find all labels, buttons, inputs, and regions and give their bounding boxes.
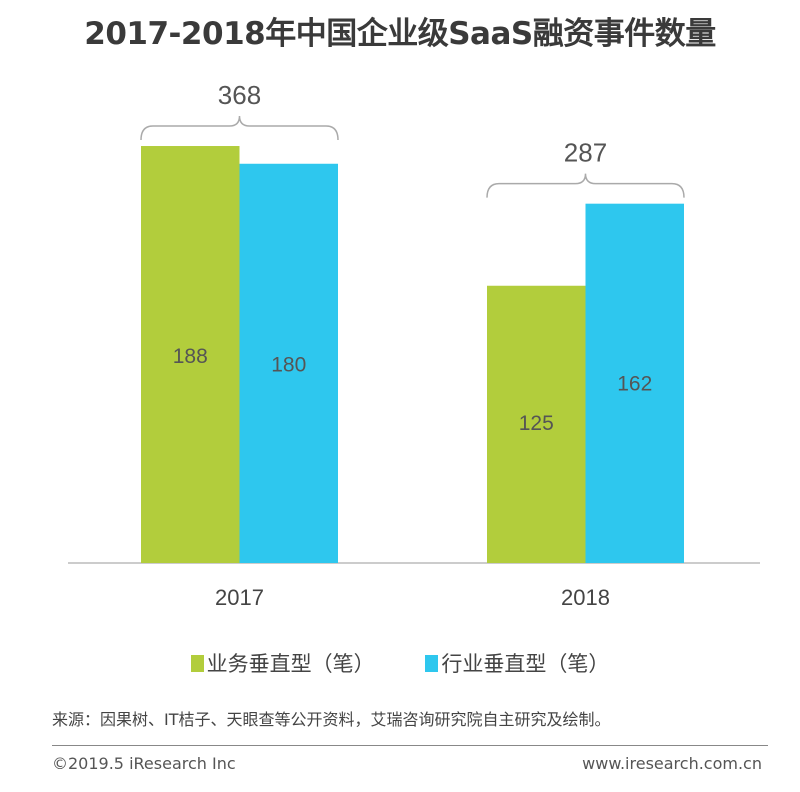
bar-2017-1 xyxy=(239,163,338,563)
x-tick-label-2018: 2018 xyxy=(561,585,610,610)
legend-item-business: 业务垂直型（笔） xyxy=(190,648,375,678)
data-label-2017-1: 180 xyxy=(271,353,306,376)
bar-2018-0 xyxy=(487,285,586,563)
total-label-2017: 368 xyxy=(218,80,261,110)
legend-item-industry: 行业垂直型（笔） xyxy=(425,648,609,678)
website: www.iresearch.com.cn xyxy=(582,754,762,773)
legend-swatch-business xyxy=(190,655,204,672)
x-tick-label-2017: 2017 xyxy=(215,585,264,610)
legend-swatch-industry xyxy=(425,655,439,672)
total-brace-2018 xyxy=(486,173,685,198)
bar-2018-1 xyxy=(585,203,684,563)
total-label-2018: 287 xyxy=(564,138,607,168)
source-note: 来源：因果树、IT桔子、天眼查等公开资料，艾瑞咨询研究院自主研究及绘制。 xyxy=(52,710,611,729)
plot-area: 188 180 368 2017 125 162 287 2018 xyxy=(68,80,760,610)
data-label-2017-0: 188 xyxy=(173,345,208,368)
legend-label-business: 业务垂直型（笔） xyxy=(206,652,375,676)
copyright: ©2019.5 iResearch Inc xyxy=(52,754,236,773)
total-brace-2017 xyxy=(140,115,339,141)
bar-2017-0 xyxy=(141,146,240,564)
legend: 业务垂直型（笔） 行业垂直型（笔） xyxy=(0,648,800,678)
chart-title: 2017-2018年中国企业级SaaS融资事件数量 xyxy=(84,16,716,52)
data-label-2018-0: 125 xyxy=(519,412,554,435)
legend-label-industry: 行业垂直型（笔） xyxy=(441,652,610,676)
data-label-2018-1: 162 xyxy=(617,373,652,396)
footer-divider xyxy=(52,745,768,746)
